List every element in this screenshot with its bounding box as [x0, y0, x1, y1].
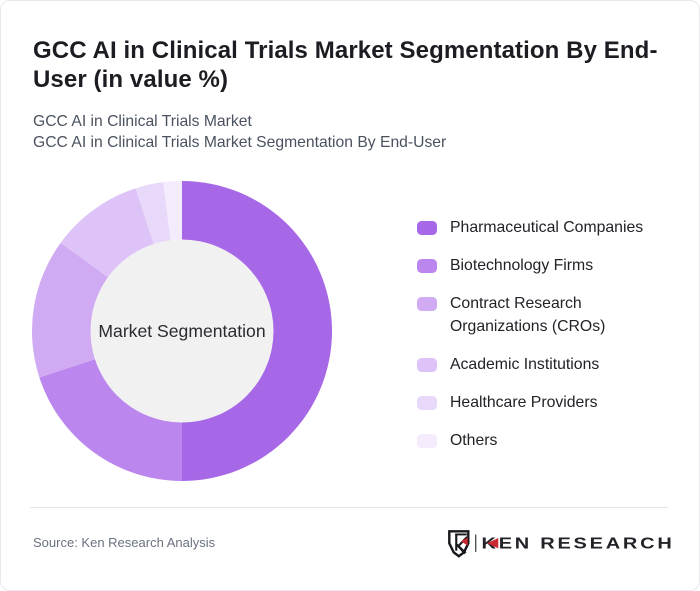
shield-icon	[448, 530, 470, 558]
source-note: Source: Ken Research Analysis	[33, 535, 216, 550]
legend-label-5: Others	[450, 432, 498, 449]
legend-label-4: Healthcare Providers	[450, 394, 598, 411]
legend-swatch-2	[417, 296, 437, 311]
legend-swatch-3	[417, 357, 437, 372]
donut-chart: Market Segmentation	[32, 181, 332, 481]
ken-research-logo: KEN RESEARCH	[448, 530, 672, 558]
legend-item-3: Academic Institutions	[417, 353, 672, 376]
subtitle-line2: GCC AI in Clinical Trials Market Segment…	[33, 134, 447, 151]
donut-hole	[90, 239, 274, 423]
legend-label-0: Pharmaceutical Companies	[450, 219, 644, 236]
legend-label-1: Biotechnology Firms	[450, 257, 594, 274]
legend-label-2: Contract Research Organizations (CROs)	[450, 295, 606, 335]
title-line1: GCC AI in Clinical Trials Market Segment…	[33, 37, 658, 64]
subtitle-line1: GCC AI in Clinical Trials Market	[33, 113, 252, 130]
footer-divider	[30, 507, 668, 508]
brand-wordmark: KEN RESEARCH	[482, 534, 672, 552]
legend-label-3: Academic Institutions	[450, 356, 600, 373]
page-title: GCC AI in Clinical Trials Market Segment…	[33, 36, 678, 95]
legend-swatch-5	[417, 433, 437, 448]
legend-swatch-0	[417, 220, 437, 235]
legend-item-4: Healthcare Providers	[417, 391, 672, 414]
svg-text:KEN RESEARCH: KEN RESEARCH	[482, 534, 672, 552]
chart-legend: Pharmaceutical Companies Biotechnology Fi…	[417, 216, 672, 452]
donut-chart-svg	[32, 181, 332, 481]
legend-item-5: Others	[417, 429, 672, 452]
logo-separator	[475, 534, 477, 552]
legend-item-1: Biotechnology Firms	[417, 254, 672, 277]
legend-item-2: Contract Research Organizations (CROs)	[417, 292, 672, 338]
chart-subtitle: GCC AI in Clinical Trials Market GCC AI …	[33, 111, 446, 153]
legend-item-0: Pharmaceutical Companies	[417, 216, 672, 239]
legend-swatch-4	[417, 395, 437, 410]
legend-swatch-1	[417, 258, 437, 273]
title-line2: User (in value %)	[33, 66, 229, 94]
